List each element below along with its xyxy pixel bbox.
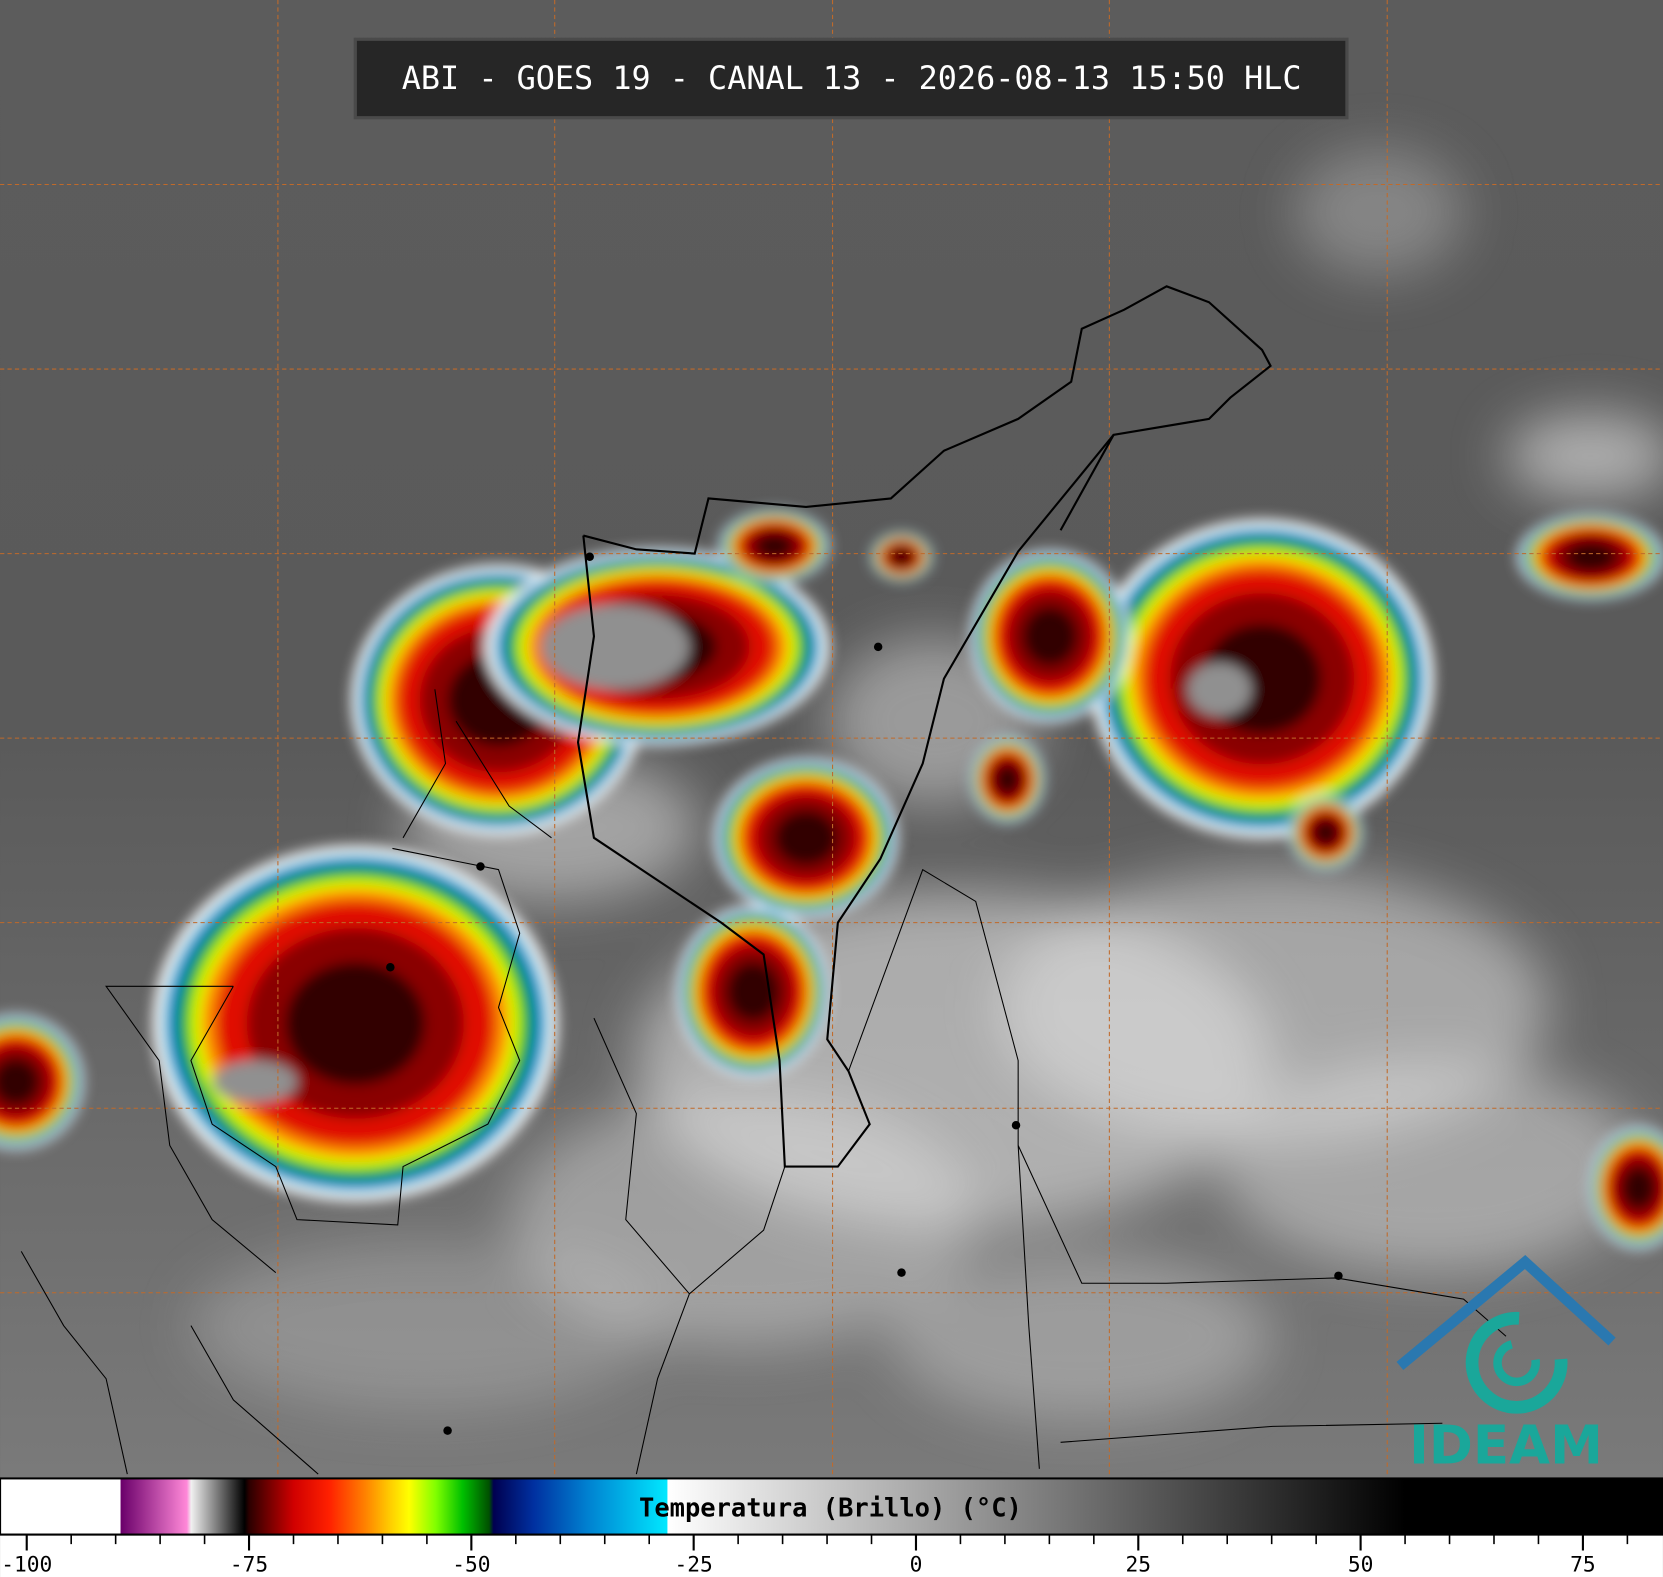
storm-layer: [1565, 541, 1617, 572]
logo-text: IDEAM: [1409, 1415, 1603, 1477]
storm-layer: [0, 1058, 40, 1106]
storm-layer: [890, 548, 913, 566]
tick-label: 0: [910, 1553, 923, 1577]
logo-swirl: [1493, 1339, 1540, 1387]
storm-layer: [1621, 1166, 1656, 1209]
colorbar-label: Temperatura (Brillo) (°C): [639, 1494, 1022, 1524]
cloud: [1506, 413, 1663, 499]
storms: [0, 509, 1663, 1250]
tick-label: -50: [452, 1553, 490, 1577]
borders: [20, 285, 1507, 1475]
storm-layer: [1022, 606, 1078, 667]
cities: [386, 552, 1343, 1435]
colorbar-ramp: [0, 1477, 1663, 1536]
graticule: [0, 0, 1663, 1478]
cold-top: [212, 1060, 297, 1103]
logo-swirl: [1465, 1311, 1568, 1414]
tick-label: -75: [230, 1553, 268, 1577]
storm-layer: [774, 810, 838, 866]
storm-layer: [1312, 819, 1339, 846]
border: [576, 434, 1115, 1168]
title-box: ABI - GOES 19 - CANAL 13 - 2026-08-13 15…: [353, 37, 1349, 120]
cloud: [1219, 1060, 1644, 1273]
storm-layer: [755, 533, 794, 559]
tick-label: -25: [675, 1553, 713, 1577]
tick-label: 50: [1348, 1553, 1374, 1577]
tick-label: 75: [1570, 1553, 1596, 1577]
border: [20, 689, 1507, 1475]
storm-layer: [285, 961, 426, 1085]
colorbar: Temperatura (Brillo) (°C) -100 -75 -50 -25 0…: [0, 1477, 1663, 1577]
cold-top: [1187, 662, 1252, 716]
coastline: [583, 285, 1272, 555]
cold-top: [540, 604, 690, 690]
title: ABI - GOES 19 - CANAL 13 - 2026-08-13 15…: [402, 59, 1302, 97]
cloud: [1293, 148, 1464, 276]
logo-roof: [1396, 1254, 1616, 1371]
storm-layer: [994, 764, 1021, 795]
cloud: [190, 1240, 658, 1411]
tick-label: -100: [1, 1553, 52, 1577]
cloud: [890, 1251, 1273, 1422]
tick-label: 25: [1126, 1553, 1152, 1577]
logo: IDEAM: [1396, 1254, 1616, 1477]
title-background: [353, 37, 1349, 120]
